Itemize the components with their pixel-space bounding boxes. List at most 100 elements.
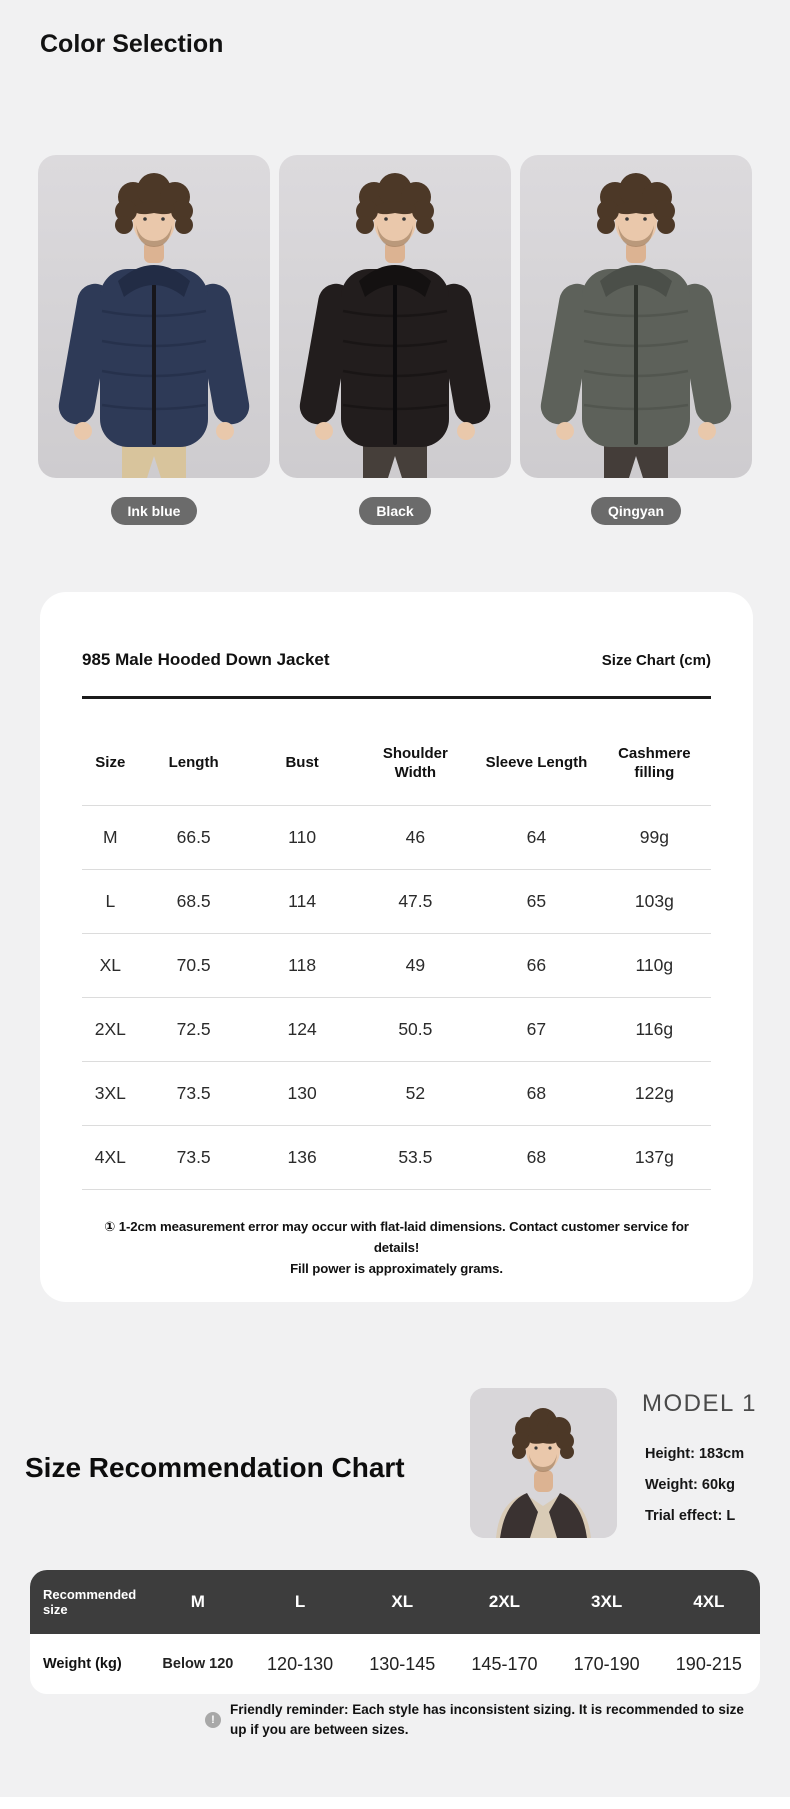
cell: 70.5 <box>176 954 211 975</box>
cell: 110g <box>635 954 674 975</box>
recommendation-header-row: Recommended size M L XL 2XL 3XL 4XL <box>30 1570 760 1634</box>
col-sleeve-length: Sleeve Length <box>485 754 588 772</box>
color-option-cards <box>38 155 752 478</box>
model-portrait <box>470 1388 617 1538</box>
size-recommendation-table: Recommended size M L XL 2XL 3XL 4XL Weig… <box>30 1570 760 1694</box>
cell: 124 <box>287 1018 317 1039</box>
exclamation-icon: ! <box>205 1712 221 1729</box>
cell: 68 <box>526 1082 547 1103</box>
size-xl: XL <box>391 1592 414 1611</box>
hair <box>115 173 193 234</box>
col-bust: Bust <box>285 754 319 772</box>
cell: 116g <box>635 1018 674 1039</box>
cell: 68 <box>526 1146 547 1167</box>
hood <box>359 265 431 297</box>
note-line-2: Fill power is approximately grams. <box>290 1261 503 1277</box>
cell: 110 <box>288 826 317 847</box>
cell: XL <box>99 954 121 975</box>
size-recommendation-title: Size Recommendation Chart <box>25 1452 405 1483</box>
table-row: 3XL 73.5 130 52 68 122g <box>82 1062 711 1126</box>
cell: 73.5 <box>176 1146 211 1167</box>
cell: 67 <box>526 1018 547 1039</box>
cell: 3XL <box>94 1082 126 1103</box>
note-line-1: ① 1-2cm measurement error may occur with… <box>104 1218 689 1255</box>
cell: 103g <box>634 890 674 911</box>
bottom-strip <box>0 1797 790 1809</box>
model-photo-ink-blue <box>58 173 250 478</box>
col-cashmere-filling: Cashmere filling <box>618 745 691 781</box>
friendly-reminder: ! Friendly reminder: Each style has inco… <box>205 1700 750 1741</box>
weight-range-2xl: 145-170 <box>471 1653 538 1674</box>
color-card-qingyan[interactable] <box>520 155 752 478</box>
color-selection-title: Color Selection <box>40 30 224 58</box>
color-pill-qingyan[interactable]: Qingyan <box>590 497 681 525</box>
size-l: L <box>294 1592 306 1611</box>
table-row: XL 70.5 118 49 66 110g <box>82 934 711 998</box>
cell: 122g <box>634 1082 674 1103</box>
cell: 66 <box>526 954 547 975</box>
size-chart-title: Size Chart (cm) <box>601 652 711 669</box>
zipper <box>393 273 397 445</box>
cell: 137g <box>634 1146 674 1167</box>
col-size: Size <box>95 754 126 772</box>
table-row: 2XL 72.5 124 50.5 67 116g <box>82 998 711 1062</box>
color-pill-ink-blue[interactable]: Ink blue <box>110 497 198 525</box>
recommendation-weight-row: Weight (kg) Below 120 120-130 130-145 14… <box>30 1634 760 1694</box>
size-m: M <box>190 1592 205 1611</box>
model-photo-black <box>299 173 491 478</box>
model-trial-effect: Trial effect: L <box>645 1508 736 1524</box>
hood <box>118 265 190 297</box>
measurement-note: ① 1-2cm measurement error may occur with… <box>82 1216 711 1280</box>
friendly-reminder-text: Friendly reminder: Each style has incons… <box>230 1702 744 1738</box>
weight-range-3xl: 170-190 <box>573 1653 640 1674</box>
cell: 53.5 <box>398 1146 433 1167</box>
hood <box>600 265 672 297</box>
zipper <box>634 273 638 445</box>
cell: 65 <box>526 890 547 911</box>
cell: 49 <box>405 954 426 975</box>
cell: L <box>105 890 116 911</box>
model-photo-qingyan <box>540 173 732 478</box>
model-portrait-image <box>470 1388 617 1538</box>
size-chart-card: 985 Male Hooded Down Jacket Size Chart (… <box>40 592 753 1302</box>
cell: 136 <box>287 1146 317 1167</box>
cell: M <box>103 826 118 847</box>
color-pill-black[interactable]: Black <box>359 497 431 525</box>
cell: 72.5 <box>176 1018 211 1039</box>
cell: 114 <box>288 890 317 911</box>
cell: 66.5 <box>176 826 211 847</box>
weight-range-xl: 130-145 <box>369 1653 436 1674</box>
model-info: Height: 183cm Weight: 60kg Trial effect:… <box>645 1446 744 1539</box>
hair <box>356 173 434 234</box>
cell: 4XL <box>94 1146 126 1167</box>
cell: 99g <box>639 826 669 847</box>
weight-label: Weight (kg) <box>43 1656 122 1672</box>
color-labels: Ink blue Black Qingyan <box>38 497 752 525</box>
size-3xl: 3XL <box>591 1592 623 1611</box>
model-height: Height: 183cm <box>645 1446 745 1462</box>
cell: 73.5 <box>176 1082 211 1103</box>
table-row: M 66.5 110 46 64 99g <box>82 806 711 870</box>
col-shoulder-width: Shoulder Width <box>382 745 448 781</box>
cell: 68.5 <box>176 890 211 911</box>
model-name: MODEL 1 <box>642 1390 757 1417</box>
cell: 52 <box>405 1082 426 1103</box>
weight-range-l: 120-130 <box>267 1653 334 1674</box>
cell: 118 <box>288 954 317 975</box>
product-title: 985 Male Hooded Down Jacket <box>82 650 330 669</box>
recommended-size-label: Recommended size <box>43 1587 137 1617</box>
hair <box>597 173 675 234</box>
cell: 50.5 <box>398 1018 433 1039</box>
jacket-sleeves <box>58 283 250 425</box>
table-row: 4XL 73.5 136 53.5 68 137g <box>82 1126 711 1190</box>
divider <box>82 696 711 699</box>
color-card-ink-blue[interactable] <box>38 155 270 478</box>
weight-range-m: Below 120 <box>162 1656 234 1672</box>
col-length: Length <box>168 754 219 772</box>
zipper <box>152 273 156 445</box>
color-card-black[interactable] <box>279 155 511 478</box>
size-chart-header: 985 Male Hooded Down Jacket Size Chart (… <box>82 650 711 670</box>
cell: 47.5 <box>398 890 433 911</box>
size-4xl: 4XL <box>693 1592 725 1611</box>
